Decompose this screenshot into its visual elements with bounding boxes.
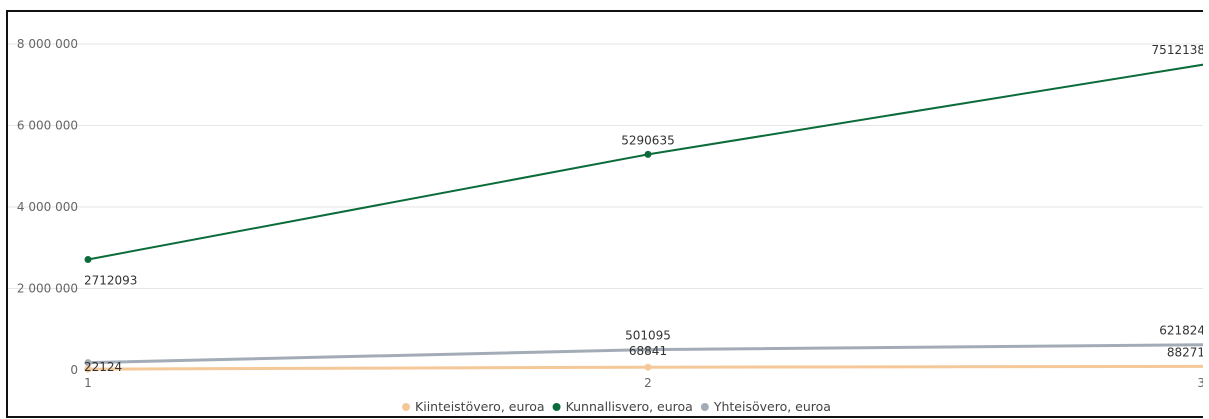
data-labels: 22124 68841 88271 2712093 5290635 7512138 5010… bbox=[84, 43, 1203, 374]
data-point[interactable] bbox=[84, 365, 92, 373]
series-lines bbox=[84, 63, 1203, 373]
data-label: 2712093 bbox=[84, 273, 137, 287]
legend: Kiinteistövero, euroa Kunnallisvero, euro… bbox=[402, 399, 831, 414]
data-point[interactable] bbox=[84, 359, 92, 367]
legend-marker bbox=[552, 403, 561, 411]
data-point[interactable] bbox=[644, 346, 652, 354]
legend-label: Kiinteistövero, euroa bbox=[415, 399, 545, 414]
data-label: 88271 bbox=[1167, 345, 1203, 359]
legend-label: Kunnallisvero, euroa bbox=[566, 399, 693, 414]
gridlines bbox=[8, 43, 1203, 289]
legend-marker bbox=[700, 403, 709, 411]
x-tick-label: 3 bbox=[1197, 376, 1203, 390]
y-tick-label: 8 000 000 bbox=[17, 37, 78, 51]
data-label: 68841 bbox=[629, 344, 667, 358]
series-line-1 bbox=[87, 63, 1203, 261]
legend-item[interactable]: Kiinteistövero, euroa bbox=[402, 399, 545, 414]
x-tick-label: 1 bbox=[84, 376, 92, 390]
data-label: 5290635 bbox=[621, 133, 674, 147]
x-axis-ticks: 1 2 3 bbox=[84, 376, 1203, 390]
chart-frame: 0 2 000 000 4 000 000 6 000 000 8 000 000 1 2… bbox=[6, 10, 1203, 418]
data-label: 22124 bbox=[84, 360, 122, 374]
y-tick-label: 6 000 000 bbox=[17, 119, 78, 133]
y-tick-label: 4 000 000 bbox=[17, 200, 78, 214]
x-tick-label: 2 bbox=[644, 376, 652, 390]
data-label: 501095 bbox=[625, 329, 671, 343]
y-tick-label: 0 bbox=[70, 363, 78, 377]
legend-label: Yhteisövero, euroa bbox=[713, 399, 831, 414]
legend-item[interactable]: Kunnallisvero, euroa bbox=[552, 399, 693, 414]
legend-marker bbox=[402, 403, 411, 411]
y-axis-ticks: 0 2 000 000 4 000 000 6 000 000 8 000 000 bbox=[17, 37, 78, 377]
data-point[interactable] bbox=[644, 363, 652, 371]
data-label: 621824 bbox=[1159, 324, 1203, 338]
data-point[interactable] bbox=[644, 150, 652, 158]
line-chart: 0 2 000 000 4 000 000 6 000 000 8 000 000 1 2… bbox=[8, 37, 1203, 414]
legend-item[interactable]: Yhteisövero, euroa bbox=[700, 399, 831, 414]
y-tick-label: 2 000 000 bbox=[17, 282, 78, 296]
data-label: 7512138 bbox=[1152, 43, 1203, 57]
data-point[interactable] bbox=[84, 255, 92, 263]
